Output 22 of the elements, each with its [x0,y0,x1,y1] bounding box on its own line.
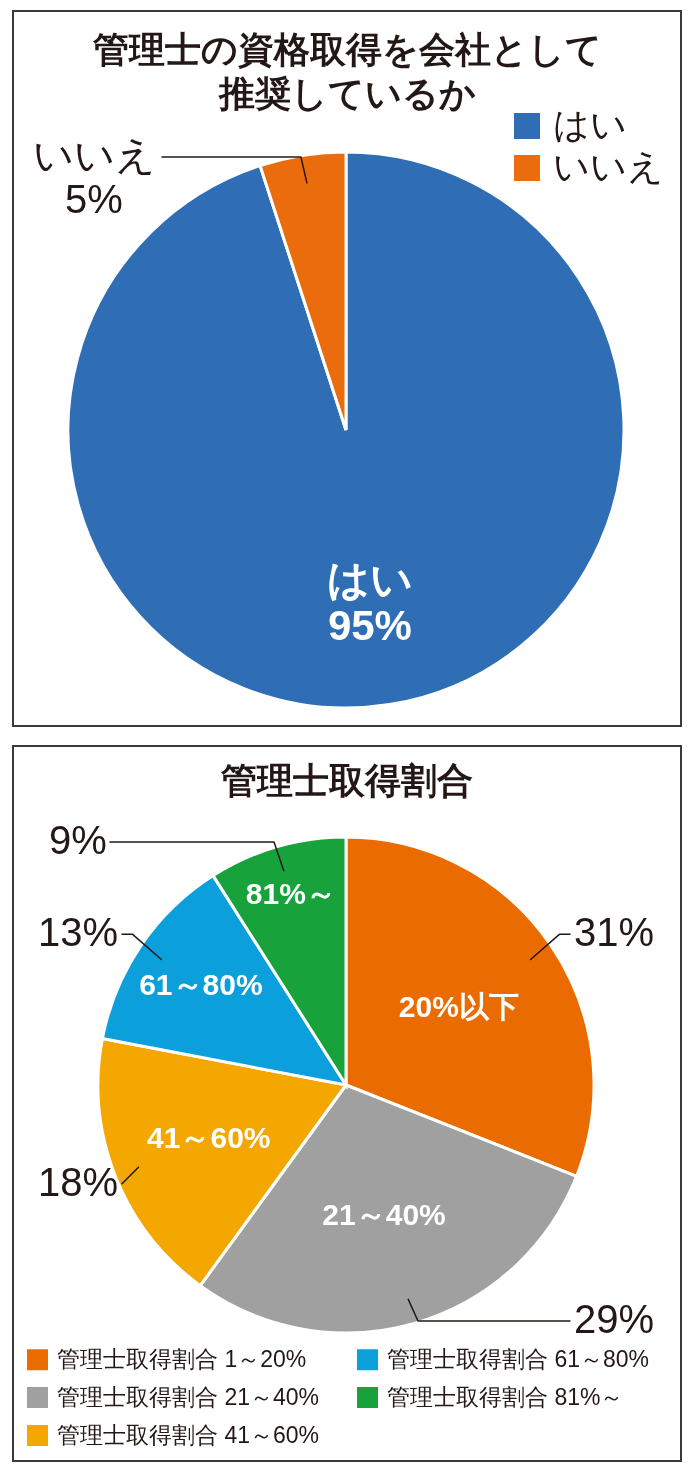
legend-label: 管理士取得割合 81%～ [387,1383,624,1410]
text: 20%以下 [398,990,519,1024]
data-label: 95% [327,602,412,650]
data-label: 5% [65,177,123,221]
text: 81%～ [245,877,336,911]
data-label: 18% [37,1159,119,1204]
slice-label: いいえ [32,133,156,177]
data-label: 31% [573,910,655,955]
slice-label: はい [326,556,413,604]
text: 61～80% [139,968,263,1002]
legend-label: 管理士取得割合 61～80% [387,1345,650,1372]
data-label: 29% [573,1297,655,1341]
data-label: 9% [49,818,107,862]
legend-label: 管理士取得割合 1～20% [57,1345,307,1372]
chart-title: 管理士取得割合 [220,760,473,801]
legend-label: 管理士取得割合 41～60% [57,1421,320,1448]
legend-label: はい [553,104,627,145]
data-label: 13% [37,910,119,955]
legend-label: 管理士取得割合 21～40% [57,1383,320,1410]
text: 41～60% [147,1121,271,1155]
text: 21～40% [322,1197,446,1231]
legend-label: いいえ [553,146,664,187]
